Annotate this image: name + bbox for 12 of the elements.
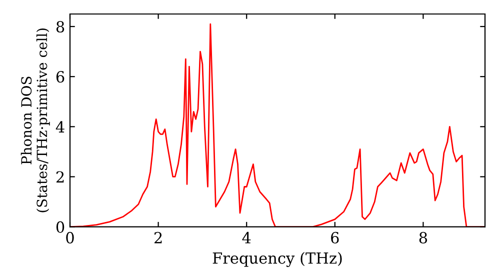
x-tick-label: 4	[242, 232, 251, 244]
x-tick-label: 6	[331, 232, 339, 244]
x-axis-title: Frequency (THz)	[212, 252, 342, 268]
x-tick-label: 0	[66, 232, 74, 244]
y-tick-label: 4	[56, 121, 64, 132]
y-tick-label: 6	[56, 71, 64, 83]
x-tick-label: 8	[419, 232, 428, 244]
x-tick-label: 2	[154, 232, 162, 244]
y-tick-label: 2	[56, 171, 64, 183]
y-tick-label: 0	[56, 221, 64, 233]
y-tick-label: 8	[56, 20, 64, 33]
y-axis-title: Phonon DOS (States/THz·primitive cell)	[20, 28, 50, 212]
